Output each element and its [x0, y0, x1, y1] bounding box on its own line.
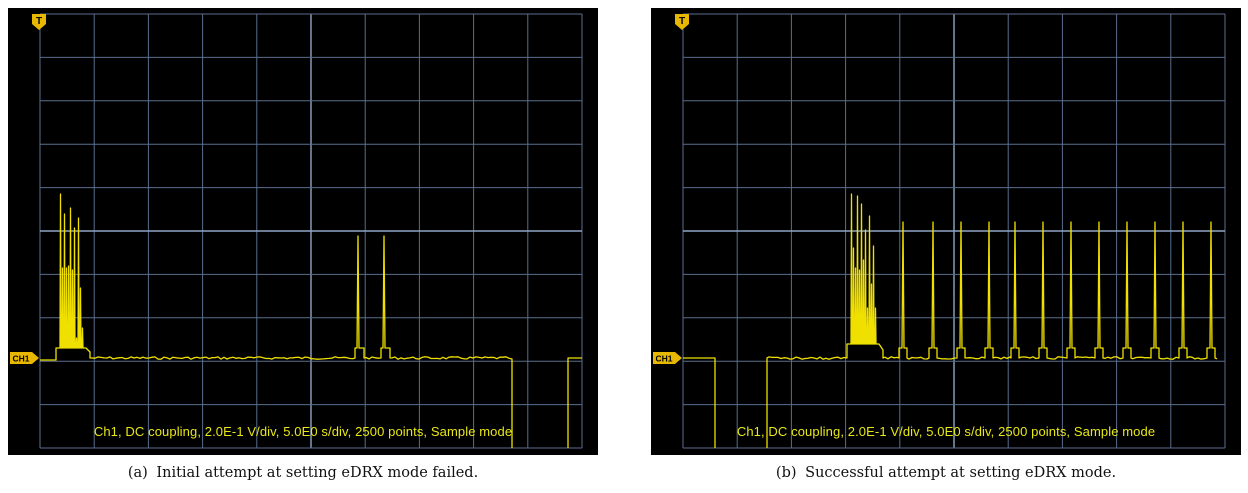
grid-a	[39, 13, 583, 449]
caption-a: (a) Initial attempt at setting eDRX mode…	[8, 465, 598, 481]
oscilloscope-screen-a: T CH1	[10, 13, 583, 449]
trigger-marker-shape	[675, 14, 689, 30]
trigger-marker-a: T	[32, 14, 46, 30]
caption-label-a: (a)	[127, 465, 148, 481]
channel-marker-a: CH1	[10, 352, 39, 364]
grid-b	[682, 13, 1226, 449]
oscilloscope-panel-b: T CH1 Ch1, DC coupling, 2.0E-1 V/div, 5.0…	[651, 8, 1241, 455]
trigger-marker-b: T	[675, 14, 689, 30]
channel-marker-label: CH1	[655, 354, 672, 364]
trigger-marker-label: T	[36, 16, 42, 27]
caption-label-b: (b)	[775, 465, 797, 481]
caption-text-a: Initial attempt at setting eDRX mode fai…	[156, 465, 479, 481]
channel-marker-b: CH1	[653, 352, 682, 364]
caption-text-b: Successful attempt at setting eDRX mode.	[805, 465, 1117, 481]
channel-marker-shape	[653, 352, 682, 364]
caption-b: (b) Successful attempt at setting eDRX m…	[651, 465, 1241, 481]
oscilloscope-screen-b: T CH1	[653, 13, 1226, 449]
signal-trace-tail-a	[567, 357, 582, 448]
signal-trace-a	[40, 193, 513, 448]
signal-trace-head-b	[683, 357, 716, 448]
trigger-marker-shape	[32, 14, 46, 30]
signal-trace-b	[766, 193, 1218, 448]
channel-marker-shape	[10, 352, 39, 364]
oscilloscope-panel-a: T CH1 Ch1, DC coupling, 2.0E-1 V/div, 5.0…	[8, 8, 598, 455]
trigger-marker-label: T	[679, 16, 685, 27]
channel-marker-label: CH1	[12, 354, 29, 364]
